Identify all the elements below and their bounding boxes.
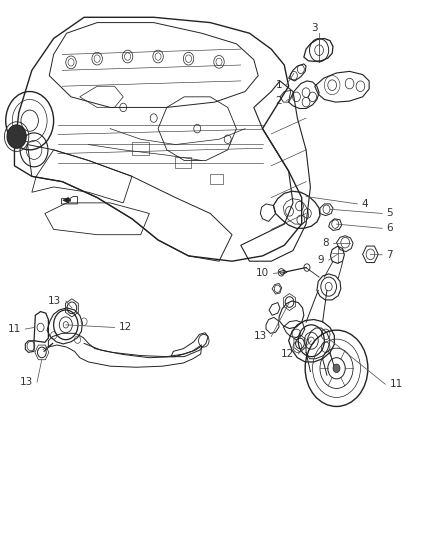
Text: 11: 11 — [390, 379, 403, 389]
Text: 13: 13 — [48, 296, 61, 306]
Text: 9: 9 — [318, 255, 324, 265]
Text: 13: 13 — [19, 377, 33, 387]
Text: 5: 5 — [387, 208, 393, 219]
Text: 4: 4 — [362, 199, 368, 209]
Text: 8: 8 — [322, 238, 328, 248]
Text: 12: 12 — [119, 322, 132, 333]
Text: 7: 7 — [387, 250, 393, 260]
Text: 12: 12 — [281, 349, 294, 359]
Text: 1: 1 — [276, 79, 282, 90]
Bar — [210, 174, 223, 184]
Text: 6: 6 — [387, 223, 393, 233]
Text: 11: 11 — [8, 324, 21, 334]
Circle shape — [7, 125, 26, 148]
Bar — [176, 157, 191, 168]
Text: 2: 2 — [276, 95, 282, 106]
Text: 13: 13 — [254, 332, 267, 342]
Bar — [132, 142, 149, 155]
Text: 10: 10 — [256, 269, 269, 278]
FancyArrowPatch shape — [63, 197, 71, 203]
Circle shape — [333, 364, 340, 373]
Text: 3: 3 — [311, 23, 318, 33]
